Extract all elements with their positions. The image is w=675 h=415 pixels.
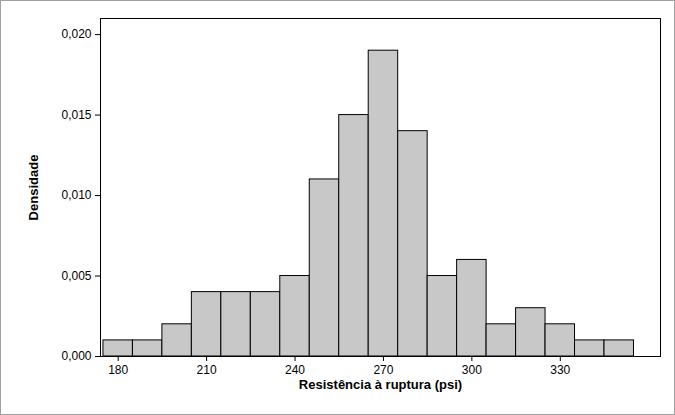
svg-text:270: 270 xyxy=(373,363,393,377)
svg-text:210: 210 xyxy=(197,363,217,377)
svg-text:240: 240 xyxy=(285,363,305,377)
svg-text:180: 180 xyxy=(108,363,128,377)
svg-text:300: 300 xyxy=(462,363,482,377)
svg-text:0,015: 0,015 xyxy=(61,108,91,122)
svg-text:Densidade: Densidade xyxy=(26,155,41,221)
svg-text:Resistência à ruptura (psi): Resistência à ruptura (psi) xyxy=(299,377,462,392)
svg-text:0,020: 0,020 xyxy=(61,27,91,41)
svg-text:0,000: 0,000 xyxy=(61,349,91,363)
svg-text:0,005: 0,005 xyxy=(61,269,91,283)
svg-text:0,010: 0,010 xyxy=(61,188,91,202)
svg-text:330: 330 xyxy=(550,363,570,377)
